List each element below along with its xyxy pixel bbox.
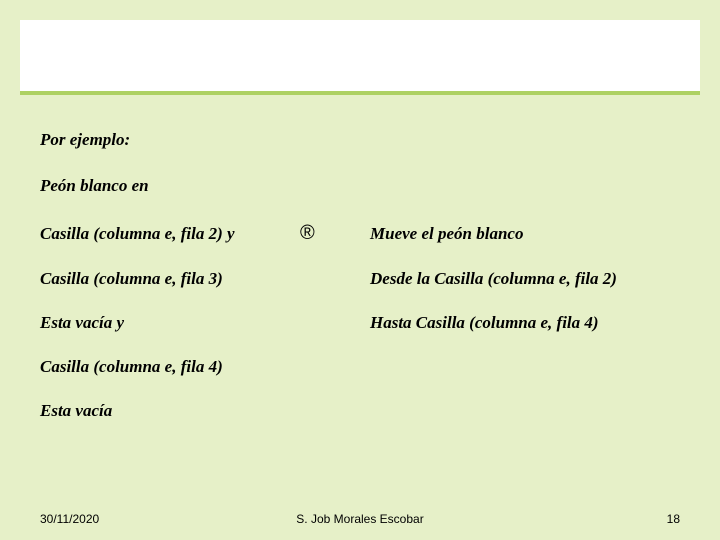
rule-right: Mueve el peón blanco: [370, 224, 680, 244]
rule-row: Casilla (columna e, fila 2) y ® Mueve el…: [40, 222, 680, 245]
intro-line-2: Peón blanco en: [40, 176, 680, 196]
rule-right: Hasta Casilla (columna e, fila 4): [370, 313, 680, 333]
footer-author: S. Job Morales Escobar: [296, 512, 423, 526]
rule-row: Casilla (columna e, fila 4): [40, 357, 680, 377]
footer-date: 30/11/2020: [40, 512, 99, 526]
rule-left: Esta vacía y: [40, 313, 300, 333]
rule-left: Casilla (columna e, fila 4): [40, 357, 300, 377]
slide-footer: 30/11/2020 S. Job Morales Escobar 18: [0, 512, 720, 526]
rule-left: Esta vacía: [40, 401, 300, 421]
rule-row: Casilla (columna e, fila 3) Desde la Cas…: [40, 269, 680, 289]
slide-content: Por ejemplo: Peón blanco en Casilla (col…: [40, 130, 680, 445]
rule-row: Esta vacía y Hasta Casilla (columna e, f…: [40, 313, 680, 333]
arrow-icon: ®: [300, 222, 370, 245]
rule-row: Esta vacía: [40, 401, 680, 421]
rule-left: Casilla (columna e, fila 3): [40, 269, 300, 289]
intro-line-1: Por ejemplo:: [40, 130, 680, 150]
footer-page: 18: [667, 512, 680, 526]
rule-left: Casilla (columna e, fila 2) y: [40, 224, 300, 244]
header-band: [20, 20, 700, 95]
rule-right: Desde la Casilla (columna e, fila 2): [370, 269, 680, 289]
